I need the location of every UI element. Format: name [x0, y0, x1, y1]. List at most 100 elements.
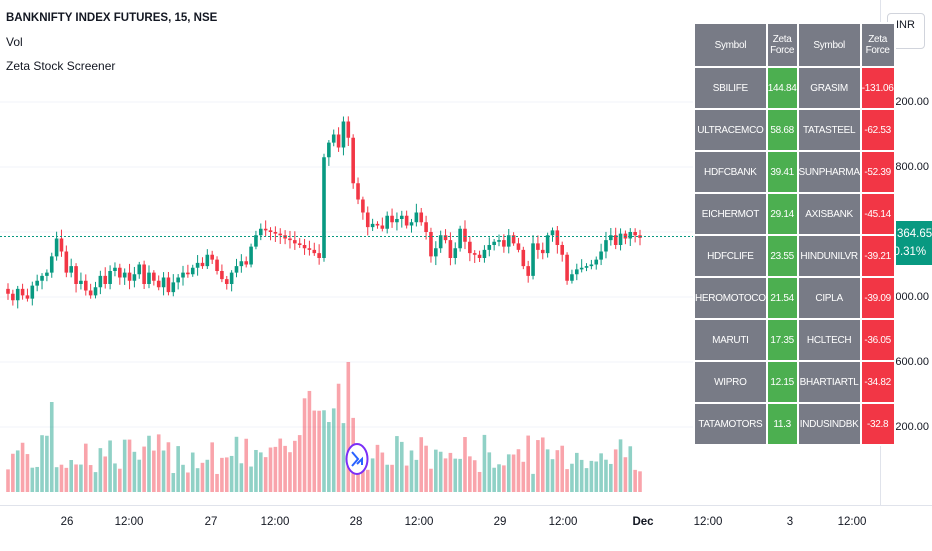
candle-body: [312, 249, 317, 254]
volume-indicator-label[interactable]: Vol: [6, 35, 23, 49]
screener-symbol-cell: BHARTIARTL: [798, 362, 860, 402]
candle-body: [463, 228, 467, 242]
time-tick: 12:00: [114, 516, 144, 528]
screener-symbol-cell: SBILIFE: [695, 68, 766, 108]
volume-bar: [122, 439, 127, 492]
volume-bar: [59, 464, 64, 492]
candle-body: [555, 230, 560, 245]
candle-body: [322, 157, 326, 258]
screener-row: HEROMOTOCO 21.54 CIPLA -39.09: [695, 278, 894, 318]
candle-body: [161, 277, 166, 288]
currency-button[interactable]: INR: [887, 13, 925, 49]
volume-bar: [375, 444, 380, 492]
volume-bar: [511, 454, 516, 492]
candle-body: [545, 235, 550, 254]
candle-body: [380, 225, 385, 229]
candle-body: [560, 245, 565, 255]
candle-body: [74, 266, 78, 284]
screener-zeta-cell: -52.39: [861, 152, 894, 192]
screener-row: HDFCLIFE 23.55 HINDUNILVR -39.21: [695, 236, 894, 276]
time-tick: 28: [349, 516, 363, 528]
candle-body: [550, 230, 555, 236]
candle-body: [511, 235, 516, 244]
volume-bar: [152, 450, 156, 492]
volume-bar: [385, 464, 389, 492]
candle-body: [200, 262, 205, 267]
volume-bar: [414, 459, 419, 492]
volume-bar: [297, 435, 302, 492]
time-axis[interactable]: 26 12:00 27 12:00 28 12:00 29 12:00 Dec …: [0, 505, 932, 551]
volume-bar: [171, 473, 176, 492]
screener-row: SBILIFE 144.84 GRASIM -131.06: [695, 68, 894, 108]
volume-bar: [623, 457, 628, 492]
volume-layer: [6, 362, 642, 492]
candle-body: [127, 272, 132, 281]
volume-bar: [156, 434, 161, 492]
candle-body: [468, 241, 472, 254]
volume-bar: [380, 452, 385, 492]
volume-bar: [35, 466, 39, 492]
candle-body: [458, 228, 462, 249]
candle-body: [302, 245, 307, 249]
volume-bar: [268, 447, 273, 492]
chart-area[interactable]: BANKNIFTY INDEX FUTURES, 15, NSE Vol Zet…: [0, 0, 880, 505]
candle-body: [15, 288, 20, 301]
candle-body: [346, 121, 351, 138]
candle-body: [370, 223, 375, 228]
volume-bar: [307, 390, 312, 492]
volume-bar: [283, 445, 287, 492]
volume-bar: [69, 459, 73, 492]
screener-zeta-cell: -39.21: [861, 236, 894, 276]
candle-body: [521, 249, 526, 267]
candle-body: [122, 272, 127, 278]
candle-body: [30, 285, 35, 299]
volume-bar: [361, 455, 365, 492]
volume-bar: [526, 435, 530, 492]
candle-body: [361, 199, 365, 213]
candle-body: [579, 267, 584, 270]
screener-zeta-cell: 58.68: [767, 110, 797, 150]
candle-body: [59, 238, 64, 252]
volume-bar: [613, 449, 618, 492]
zeta-screener-table: Symbol Zeta Force Symbol Zeta Force SBILIFE 1…: [693, 22, 896, 446]
volume-bar: [404, 465, 409, 492]
volume-bar: [448, 452, 453, 492]
volume-bar: [395, 436, 399, 492]
candle-body: [356, 183, 360, 200]
volume-bar: [88, 465, 93, 492]
volume-bar: [176, 446, 180, 492]
screener-symbol-cell: TATAMOTORS: [695, 404, 766, 444]
candle-body: [11, 293, 15, 301]
volume-bar: [468, 456, 472, 492]
screener-zeta-cell: -39.09: [861, 278, 894, 318]
volume-bar: [200, 462, 205, 492]
volume-bar: [263, 457, 268, 492]
volume-bar: [317, 410, 321, 492]
volume-bar: [506, 454, 511, 492]
volume-bar: [497, 464, 501, 492]
volume-bar: [545, 449, 550, 492]
volume-bar: [210, 442, 214, 492]
candle-body: [25, 295, 30, 299]
volume-bar: [20, 442, 25, 492]
candle-body: [278, 233, 283, 236]
candle-body: [575, 269, 579, 275]
candle-body: [516, 243, 521, 250]
symbol-title[interactable]: BANKNIFTY INDEX FUTURES, 15, NSE: [6, 12, 218, 24]
volume-bar: [409, 450, 414, 492]
volume-bar: [205, 459, 210, 492]
screener-zeta-cell: -45.14: [861, 194, 894, 234]
screener-indicator-label[interactable]: Zeta Stock Screener: [6, 59, 116, 73]
candle-body: [424, 222, 428, 232]
candle-body: [244, 261, 249, 265]
screener-zeta-cell: 21.54: [767, 278, 797, 318]
screener-header-cell: Symbol: [798, 24, 860, 66]
volume-bar: [161, 450, 166, 492]
time-tick: 12:00: [548, 516, 578, 528]
replay-icon[interactable]: [345, 442, 369, 476]
candle-body: [453, 248, 458, 258]
volume-bar: [215, 473, 219, 492]
screener-zeta-cell: 11.3: [767, 404, 797, 444]
chart-canvas[interactable]: [0, 0, 880, 505]
candle-body: [220, 271, 224, 280]
